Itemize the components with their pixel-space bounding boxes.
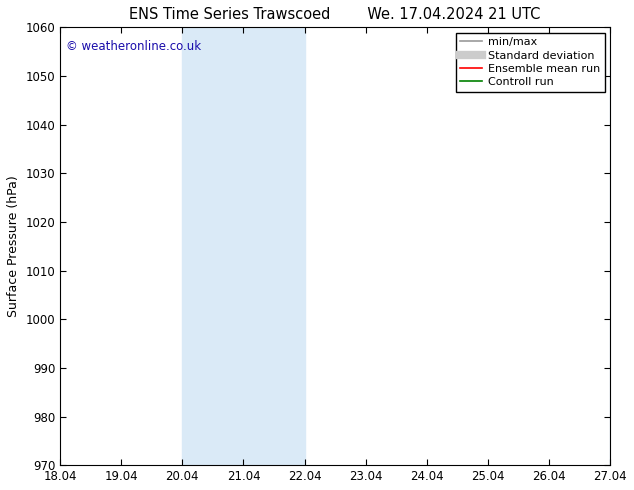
Bar (611, 27, 634, 465)
Title: ENS Time Series Trawscoed        We. 17.04.2024 21 UTC: ENS Time Series Trawscoed We. 17.04.2024… (129, 7, 541, 22)
Text: © weatheronline.co.uk: © weatheronline.co.uk (65, 40, 201, 53)
Y-axis label: Surface Pressure (hPa): Surface Pressure (hPa) (7, 175, 20, 317)
Bar (243, 27, 304, 465)
Bar (183, 27, 243, 465)
Legend: min/max, Standard deviation, Ensemble mean run, Controll run: min/max, Standard deviation, Ensemble me… (456, 33, 605, 92)
